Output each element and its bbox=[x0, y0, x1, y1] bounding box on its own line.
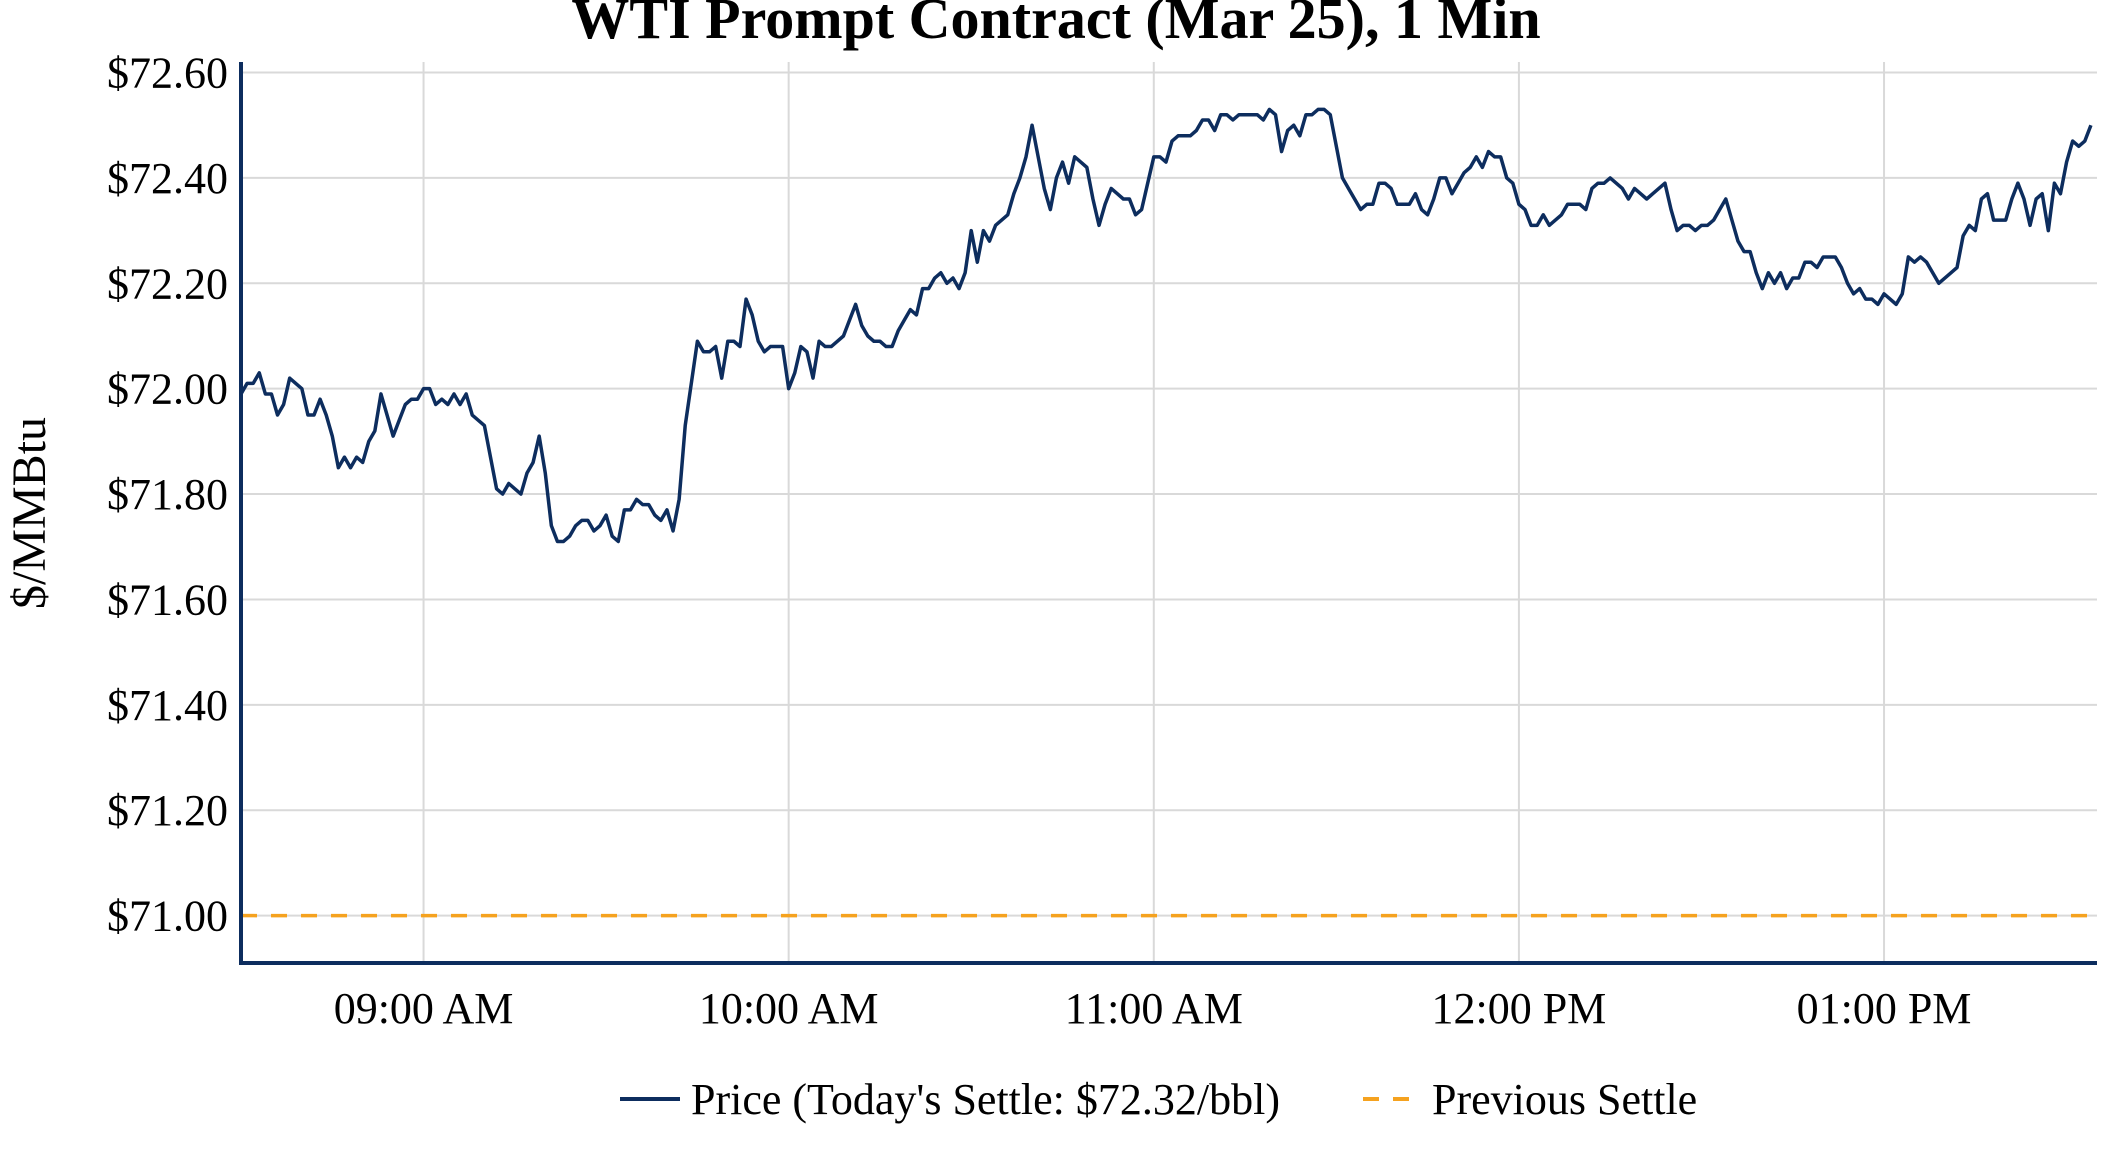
x-tick-labels: 09:00 AM 10:00 AM 11:00 AM 12:00 PM 01:00 PM bbox=[334, 984, 1972, 1033]
x-tick-label: 10:00 AM bbox=[699, 984, 879, 1033]
legend-label: Price (Today's Settle: $72.32/bbl) bbox=[691, 1075, 1280, 1124]
series-layer bbox=[239, 107, 2097, 918]
y-tick-label: $71.80 bbox=[107, 470, 228, 519]
x-tick-label: 09:00 AM bbox=[334, 984, 514, 1033]
legend-label: Previous Settle bbox=[1432, 1075, 1697, 1124]
chart-title: WTI Prompt Contract (Mar 25), 1 Min bbox=[571, 0, 1540, 51]
x-tick-label: 01:00 PM bbox=[1797, 984, 1972, 1033]
y-gridlines bbox=[241, 71, 2097, 917]
y-tick-label: $71.20 bbox=[107, 786, 228, 835]
price-line bbox=[239, 107, 2093, 544]
y-tick-label: $72.60 bbox=[107, 49, 228, 98]
y-tick-label: $71.60 bbox=[107, 575, 228, 624]
y-tick-label: $72.40 bbox=[107, 154, 228, 203]
y-tick-label: $71.00 bbox=[107, 892, 228, 941]
y-tick-label: $72.00 bbox=[107, 365, 228, 414]
x-tick-label: 12:00 PM bbox=[1431, 984, 1606, 1033]
y-axis-label: $/MMBtu bbox=[3, 417, 56, 609]
y-tick-label: $72.20 bbox=[107, 259, 228, 308]
y-tick-label: $71.40 bbox=[107, 681, 228, 730]
x-tick-label: 11:00 AM bbox=[1065, 984, 1243, 1033]
y-tick-labels: $71.00 $71.20 $71.40 $71.60 $71.80 $72.00 $72.… bbox=[107, 49, 228, 941]
legend: Price (Today's Settle: $72.32/bbl) Previo… bbox=[620, 1075, 1697, 1124]
x-gridlines bbox=[422, 62, 1886, 963]
